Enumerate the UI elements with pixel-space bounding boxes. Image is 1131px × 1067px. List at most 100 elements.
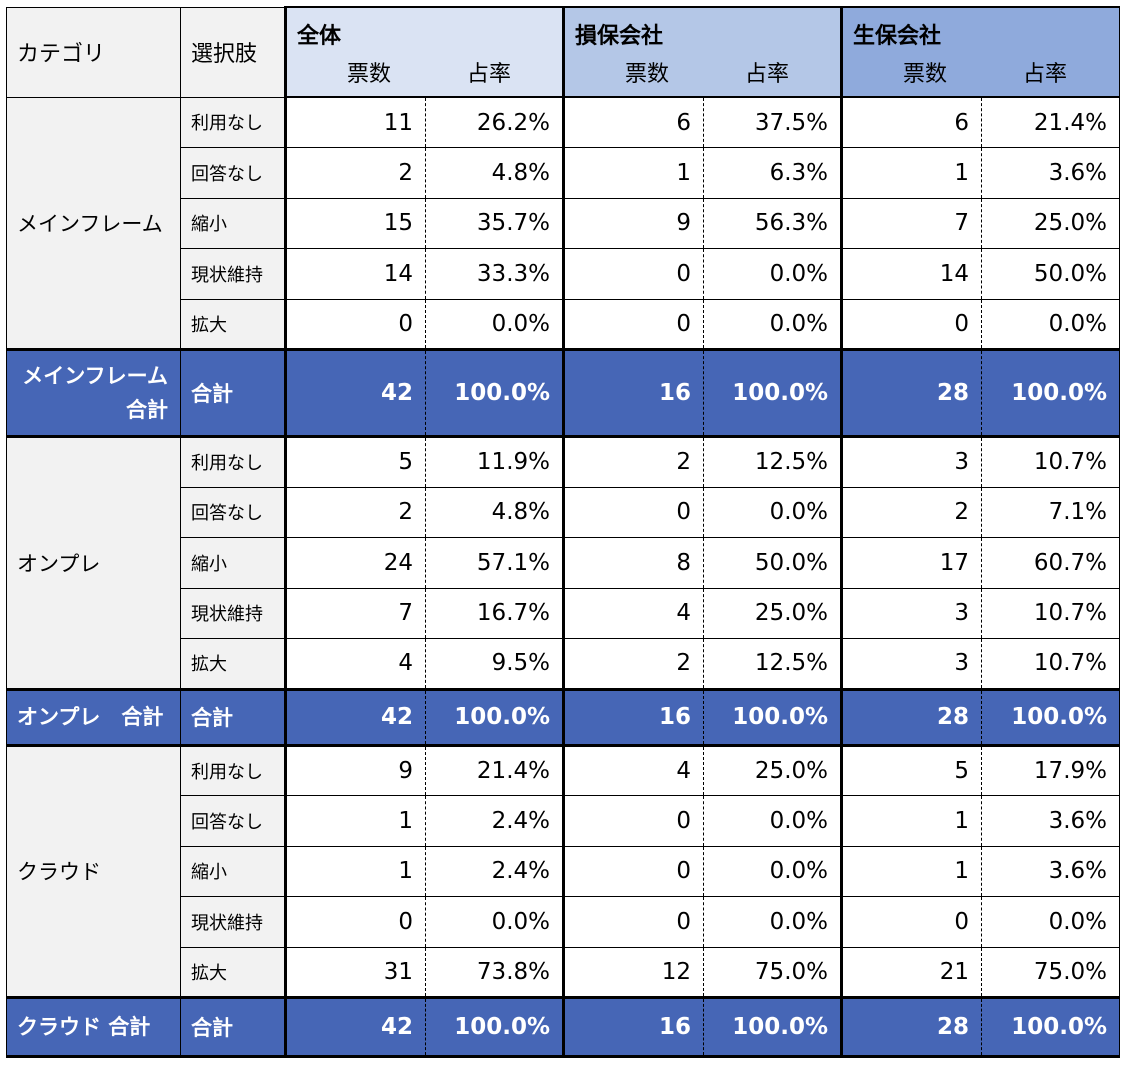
share-all: 21.4% — [425, 744, 565, 796]
count-all: 31 — [284, 946, 426, 998]
total-count-all: 42 — [284, 687, 426, 747]
total-share-life: 100.0% — [981, 996, 1120, 1058]
count-all: 7 — [284, 587, 426, 639]
count-nonlife: 1 — [563, 147, 704, 199]
share-all: 4.8% — [425, 147, 565, 199]
share-life: 7.1% — [981, 486, 1120, 538]
option-cell: 拡大 — [180, 298, 286, 350]
share-life: 50.0% — [981, 248, 1120, 300]
share-life: 17.9% — [981, 744, 1120, 796]
count-life: 1 — [841, 795, 982, 847]
header-category: カテゴリ — [6, 6, 181, 98]
total-share-life: 100.0% — [981, 687, 1120, 747]
count-nonlife: 0 — [563, 298, 704, 350]
total-count-all: 42 — [284, 348, 426, 438]
count-all: 5 — [284, 436, 426, 488]
share-all: 2.4% — [425, 845, 565, 897]
count-life: 3 — [841, 638, 982, 690]
option-cell: 現状維持 — [180, 587, 286, 639]
count-all: 9 — [284, 744, 426, 796]
table-row: 拡大 0 0.0% 0 0.0% 0 0.0% — [7, 298, 1120, 350]
total-row: クラウド 合計 合計 42 100.0% 16 100.0% 28 100.0% — [6, 996, 1120, 1058]
share-life: 3.6% — [981, 147, 1120, 199]
total-option-cell: 合計 — [180, 996, 286, 1058]
count-all: 1 — [284, 845, 426, 897]
option-cell: 利用なし — [180, 436, 286, 488]
total-option-cell: 合計 — [180, 348, 286, 438]
total-share-all: 100.0% — [425, 348, 565, 438]
share-nonlife: 0.0% — [703, 486, 843, 538]
total-share-life: 100.0% — [981, 348, 1120, 438]
count-all: 0 — [284, 298, 426, 350]
group-title-life: 生保会社 — [853, 24, 942, 49]
header-group-life: 生保会社 票数 占率 — [841, 6, 1120, 98]
header-group-all: 全体 票数 占率 — [284, 6, 565, 98]
table-row: 回答なし 2 4.8% 0 0.0% 2 7.1% — [7, 486, 1120, 538]
total-share-nonlife: 100.0% — [703, 996, 843, 1058]
count-all: 15 — [284, 197, 426, 249]
table-row: 回答なし 1 2.4% 0 0.0% 1 3.6% — [7, 795, 1120, 847]
count-life: 7 — [841, 197, 982, 249]
table-row: 拡大 4 9.5% 2 12.5% 3 10.7% — [7, 638, 1120, 690]
count-life: 21 — [841, 946, 982, 998]
table-row: クラウド 利用なし 9 21.4% 4 25.0% 5 17.9% — [6, 744, 1120, 998]
count-all: 24 — [284, 537, 426, 589]
count-life: 3 — [841, 587, 982, 639]
share-nonlife: 25.0% — [703, 587, 843, 639]
count-all: 0 — [284, 896, 426, 948]
total-category-cell: クラウド 合計 — [6, 996, 181, 1058]
option-cell: 拡大 — [180, 638, 286, 690]
table-row: 拡大 31 73.8% 12 75.0% 21 75.0% — [7, 946, 1120, 998]
count-nonlife: 9 — [563, 197, 704, 249]
count-nonlife: 0 — [563, 248, 704, 300]
option-cell: 縮小 — [180, 197, 286, 249]
table-row: 現状維持 0 0.0% 0 0.0% 0 0.0% — [7, 896, 1120, 948]
count-nonlife: 0 — [563, 896, 704, 948]
share-nonlife: 12.5% — [703, 436, 843, 488]
table-row: オンプレ 利用なし 5 11.9% 2 12.5% 3 10.7% — [6, 436, 1120, 689]
total-count-life: 28 — [841, 687, 982, 747]
share-nonlife: 37.5% — [703, 96, 843, 148]
table-row: 回答なし 2 4.8% 1 6.3% 1 3.6% — [7, 147, 1120, 199]
option-cell: 縮小 — [180, 537, 286, 589]
share-all: 26.2% — [425, 96, 565, 148]
category-cell: クラウド — [6, 745, 181, 998]
share-life: 10.7% — [981, 587, 1120, 639]
share-nonlife: 6.3% — [703, 147, 843, 199]
option-cell: 拡大 — [180, 946, 286, 998]
subheader-share: 占率 — [1023, 62, 1068, 87]
share-all: 73.8% — [425, 946, 565, 998]
table-row: 現状維持 14 33.3% 0 0.0% 14 50.0% — [7, 248, 1120, 300]
share-nonlife: 12.5% — [703, 638, 843, 690]
share-nonlife: 0.0% — [703, 248, 843, 300]
total-share-nonlife: 100.0% — [703, 348, 843, 438]
total-category-cell: メインフレーム 合計 — [6, 348, 181, 438]
total-share-nonlife: 100.0% — [703, 687, 843, 747]
count-nonlife: 6 — [563, 96, 704, 148]
share-life: 75.0% — [981, 946, 1120, 998]
option-cell: 回答なし — [180, 147, 286, 199]
header-group-nonlife: 損保会社 票数 占率 — [563, 6, 843, 98]
share-all: 11.9% — [425, 436, 565, 488]
total-count-nonlife: 16 — [563, 687, 704, 747]
share-life: 60.7% — [981, 537, 1120, 589]
count-life: 17 — [841, 537, 982, 589]
count-all: 11 — [284, 96, 426, 148]
share-all: 57.1% — [425, 537, 565, 589]
count-life: 14 — [841, 248, 982, 300]
count-all: 2 — [284, 486, 426, 538]
table-row: 縮小 24 57.1% 8 50.0% 17 60.7% — [7, 537, 1120, 589]
share-life: 0.0% — [981, 298, 1120, 350]
share-nonlife: 50.0% — [703, 537, 843, 589]
share-all: 33.3% — [425, 248, 565, 300]
count-life: 6 — [841, 96, 982, 148]
count-nonlife: 0 — [563, 795, 704, 847]
share-life: 3.6% — [981, 795, 1120, 847]
share-life: 0.0% — [981, 896, 1120, 948]
share-all: 35.7% — [425, 197, 565, 249]
share-all: 2.4% — [425, 795, 565, 847]
total-count-all: 42 — [284, 996, 426, 1058]
share-life: 3.6% — [981, 845, 1120, 897]
share-nonlife: 25.0% — [703, 744, 843, 796]
count-nonlife: 12 — [563, 946, 704, 998]
